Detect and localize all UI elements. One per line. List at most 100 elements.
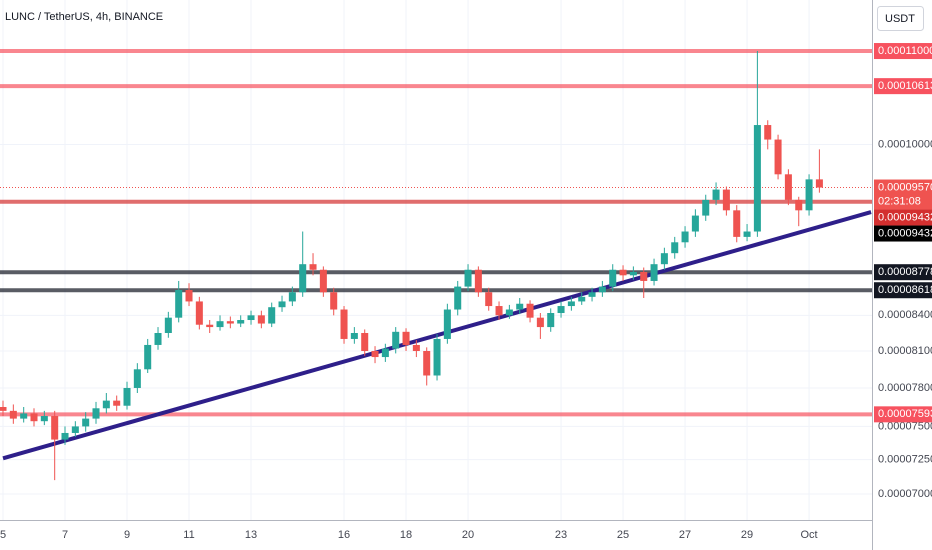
- x-tick-label: 7: [62, 529, 68, 541]
- candle-body: [185, 290, 193, 302]
- candle-body: [598, 286, 606, 293]
- candle-body: [30, 413, 38, 422]
- candle-body: [40, 416, 48, 422]
- candle-body: [764, 125, 772, 140]
- y-tick-label: 0.00007250: [878, 454, 932, 466]
- candle-body: [226, 321, 234, 324]
- candle-body: [330, 292, 338, 310]
- y-tick-label: 0.00008400: [878, 309, 932, 321]
- candle-body: [257, 315, 265, 324]
- candle-body: [795, 199, 803, 211]
- candle-body: [247, 315, 255, 321]
- candle-body: [288, 292, 296, 302]
- x-tick-label: 25: [617, 529, 629, 541]
- currency-box[interactable]: [877, 6, 924, 31]
- candle-body: [650, 264, 658, 281]
- candle-body: [640, 271, 648, 281]
- candle-body: [588, 292, 596, 297]
- currency: USDT: [885, 13, 915, 25]
- candle-body: [371, 350, 379, 358]
- candle-body: [784, 174, 792, 200]
- candle-body: [0, 407, 7, 411]
- price-tag-label: 0.00008778: [878, 266, 932, 278]
- price-tag-label: 0.00008618: [878, 284, 932, 296]
- y-tick-label: 0.00008100: [878, 345, 932, 357]
- price-tag: [874, 406, 932, 423]
- y-tick-label: 0.00007500: [878, 420, 932, 432]
- candle-body: [402, 331, 410, 345]
- candle-body: [567, 301, 575, 307]
- price-tag: [874, 78, 932, 95]
- candle-body: [805, 179, 813, 211]
- price-tag-label: 0.00009570: [878, 181, 932, 193]
- time-axis-bg: [0, 521, 873, 550]
- candle-body: [113, 400, 121, 406]
- candle-body: [712, 189, 720, 200]
- price-tag-label: 0.00011000: [878, 45, 932, 57]
- candle-body: [609, 269, 617, 287]
- candle-body: [743, 231, 751, 237]
- candle-body: [495, 306, 503, 316]
- candle-body: [474, 269, 482, 293]
- candle-body: [319, 269, 327, 293]
- x-tick-label: 11: [183, 529, 194, 541]
- candle-body: [578, 296, 586, 302]
- price-tag-label: 0.00009432: [878, 227, 932, 239]
- candle-body: [20, 413, 28, 419]
- x-tick-label: 5: [0, 529, 6, 541]
- candle-body: [216, 321, 224, 328]
- candle-body: [51, 416, 59, 440]
- candle-body: [722, 189, 730, 211]
- candle-body: [175, 290, 183, 318]
- candle-body: [278, 301, 286, 308]
- candle-body: [268, 307, 276, 324]
- candle-body: [557, 306, 565, 314]
- candle-body: [71, 426, 79, 433]
- candle-body: [423, 350, 431, 376]
- candle-body: [350, 333, 358, 339]
- candle-body: [629, 271, 637, 276]
- candle-body: [733, 210, 741, 237]
- candle-body: [660, 253, 668, 265]
- candle-body: [702, 199, 710, 216]
- x-tick-label: 13: [245, 529, 257, 541]
- candle-body: [361, 333, 369, 351]
- x-tick-label: 27: [679, 529, 691, 541]
- candle-body: [433, 338, 441, 376]
- candle-body: [485, 292, 493, 307]
- candle-body: [547, 313, 555, 328]
- price-tag: [874, 209, 932, 226]
- price-tag-label: 0.00010613: [878, 80, 932, 92]
- candle-body: [815, 179, 823, 188]
- price-tag-label: 0.00009432: [878, 211, 932, 223]
- x-tick-label: 16: [338, 529, 350, 541]
- candle-body: [133, 369, 141, 388]
- x-tick-label: 18: [400, 529, 412, 541]
- candle-body: [619, 269, 627, 276]
- x-tick-label: 9: [124, 529, 130, 541]
- candle-body: [144, 344, 152, 370]
- y-tick-label: 0.00007000: [878, 488, 932, 500]
- candle-body: [392, 331, 400, 349]
- candle-body: [774, 139, 782, 175]
- price-tag-label: 0.00007593: [878, 408, 932, 420]
- grid: [0, 0, 872, 520]
- candle-body: [195, 301, 203, 325]
- candle-body: [505, 309, 513, 316]
- candle-body: [61, 432, 69, 440]
- x-tick-label: Oct: [801, 529, 818, 541]
- candle-body: [92, 408, 100, 419]
- y-tick-label: 0.00010000: [878, 138, 932, 150]
- price-tag: [874, 179, 932, 210]
- price-tag: [874, 282, 932, 299]
- chart-title: LUNC / TetherUS, 4h, BINANCE: [5, 11, 163, 23]
- candle-body: [753, 125, 761, 232]
- price-tag: [874, 264, 932, 281]
- y-tick-label: 0.00007800: [878, 382, 932, 394]
- candle-body: [237, 320, 245, 324]
- x-tick-label: 20: [462, 529, 474, 541]
- candle-body: [536, 317, 544, 328]
